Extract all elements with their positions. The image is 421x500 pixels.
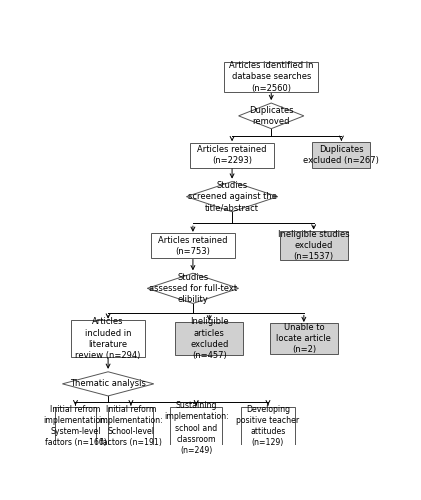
FancyBboxPatch shape	[109, 406, 153, 446]
Text: Developing
positive teacher
attitudes
(n=129): Developing positive teacher attitudes (n…	[237, 405, 299, 448]
FancyBboxPatch shape	[190, 142, 274, 168]
Text: Studies
screened against the
title/abstract: Studies screened against the title/abstr…	[188, 181, 277, 212]
FancyBboxPatch shape	[240, 406, 296, 446]
Text: Initial refrom
implementation:
System-level
factors (n=160): Initial refrom implementation: System-le…	[43, 405, 108, 448]
Text: Sustaining
implementation:
school and
classroom
(n=249): Sustaining implementation: school and cl…	[164, 402, 229, 454]
Polygon shape	[147, 274, 239, 304]
FancyBboxPatch shape	[312, 142, 370, 168]
Text: Ineligible
articles
excluded
(n=457): Ineligible articles excluded (n=457)	[190, 318, 229, 360]
FancyBboxPatch shape	[151, 234, 235, 258]
Text: Articles retained
(n=753): Articles retained (n=753)	[158, 236, 228, 256]
Text: Unable to
locate article
(n=2): Unable to locate article (n=2)	[277, 323, 331, 354]
Text: Initial reform
implementation:
School-level
factors (n=191): Initial reform implementation: School-le…	[99, 405, 163, 448]
FancyBboxPatch shape	[55, 406, 96, 446]
FancyBboxPatch shape	[171, 406, 222, 450]
FancyBboxPatch shape	[280, 231, 348, 260]
Text: Thematic analysis: Thematic analysis	[70, 380, 146, 388]
Text: Duplicates
excluded (n=267): Duplicates excluded (n=267)	[304, 145, 379, 165]
FancyBboxPatch shape	[71, 320, 145, 357]
FancyBboxPatch shape	[270, 324, 338, 354]
Polygon shape	[187, 182, 278, 212]
Polygon shape	[62, 372, 154, 396]
FancyBboxPatch shape	[224, 62, 318, 92]
Text: Articles
included in
literature
review (n=294): Articles included in literature review (…	[75, 318, 141, 360]
Text: Ineligible studies
excluded
(n=1537): Ineligible studies excluded (n=1537)	[278, 230, 349, 262]
Text: Duplicates
removed: Duplicates removed	[249, 106, 293, 126]
Polygon shape	[239, 103, 304, 128]
FancyBboxPatch shape	[175, 322, 243, 355]
Text: Studies
assessed for full-text
elibility: Studies assessed for full-text elibility	[149, 273, 237, 304]
Text: Articles retained
(n=2293): Articles retained (n=2293)	[197, 145, 267, 165]
Text: Articles identified in
database searches
(n=2560): Articles identified in database searches…	[229, 62, 314, 92]
